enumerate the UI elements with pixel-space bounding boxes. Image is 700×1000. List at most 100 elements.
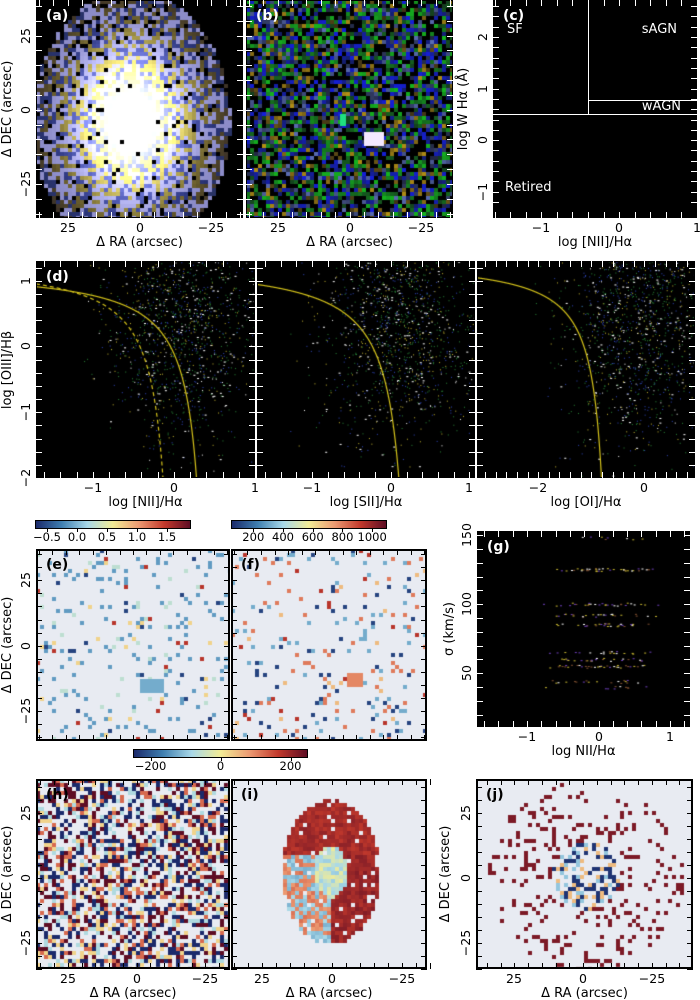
y-tick (687, 891, 693, 892)
y-tick (231, 956, 237, 957)
y-tick (36, 943, 42, 944)
y-tick (231, 917, 237, 918)
y-tick (447, 169, 453, 170)
x-tick (541, 212, 542, 218)
x-tick (290, 779, 291, 785)
x-tick (538, 472, 539, 478)
x-tick (624, 963, 625, 969)
x-tick (613, 472, 614, 478)
y-tick (689, 320, 695, 321)
y-tick (36, 904, 42, 905)
y-tick (477, 673, 483, 674)
y-tick (421, 813, 427, 814)
x-tick (137, 963, 138, 969)
y-tick (249, 294, 255, 295)
y-tick (224, 724, 230, 725)
x-tick (370, 735, 371, 741)
x-tick-label: 25 (506, 971, 522, 986)
y-tick (231, 891, 237, 892)
y-tick (691, 171, 697, 172)
x-tick (93, 472, 94, 478)
x-tick (421, 0, 422, 6)
region-label-sf: SF (507, 22, 523, 37)
y-tick (237, 110, 243, 111)
y-tick (237, 169, 243, 170)
region-label-wagn: wAGN (641, 99, 681, 114)
x-tick (487, 779, 488, 785)
y-tick (691, 6, 697, 7)
y-tick (231, 787, 237, 788)
x-tick (528, 963, 529, 969)
x-tick (288, 735, 289, 741)
x-tick (278, 0, 279, 6)
colorbar-tick (150, 758, 152, 761)
y-tick (691, 58, 697, 59)
x-tick (569, 963, 570, 969)
y-tick (231, 711, 237, 712)
x-tick (173, 549, 174, 555)
y-tick (249, 307, 255, 308)
y-tick (689, 307, 695, 308)
y-tick (477, 294, 483, 295)
x-tick (79, 549, 80, 555)
demarcation-line (587, 0, 589, 115)
panel-label: (f) (241, 557, 260, 573)
x-tick (424, 735, 425, 741)
panel-label: (c) (503, 8, 525, 24)
x-tick (676, 472, 677, 478)
y-tick (691, 140, 697, 141)
y-tick (493, 192, 499, 193)
x-tick (514, 963, 515, 969)
x-tick (599, 721, 600, 727)
y-tick (36, 139, 42, 140)
panel-label: (i) (241, 787, 259, 803)
x-tick (438, 261, 439, 267)
x-tick (304, 963, 305, 969)
x-tick (655, 472, 656, 478)
x-tick (684, 531, 685, 537)
x-tick (318, 963, 319, 969)
x-tick (292, 212, 293, 218)
x-tick (261, 735, 262, 741)
y-tick (687, 969, 693, 970)
x-tick-label: 1 (251, 480, 259, 495)
x-tick-label: −25 (407, 220, 435, 235)
x-tick (583, 779, 584, 785)
y-tick (476, 800, 482, 801)
y-tick (689, 346, 695, 347)
y-tick (231, 646, 237, 647)
x-tick (407, 261, 408, 267)
y-tick (421, 698, 427, 699)
x-tick (262, 963, 263, 969)
x-tick (634, 261, 635, 267)
x-tick (641, 721, 642, 727)
y-tick (469, 465, 475, 466)
colorbar-tick-label: 400 (272, 530, 294, 544)
y-tick (237, 95, 243, 96)
y-tick (249, 452, 255, 453)
y-tick (36, 580, 42, 581)
x-tick (581, 472, 582, 478)
y-tick (469, 333, 475, 334)
x-tick (656, 531, 657, 537)
x-tick (123, 779, 124, 785)
x-tick (206, 472, 207, 478)
y-tick (493, 6, 499, 7)
x-tick (120, 549, 121, 555)
x-tick (450, 0, 451, 6)
y-tick (249, 425, 255, 426)
colorbar-tick (342, 529, 344, 532)
x-tick (676, 261, 677, 267)
y-tick (257, 399, 263, 400)
x-tick (611, 963, 612, 969)
x-tick (613, 531, 614, 537)
y-tick (691, 202, 697, 203)
x-tick (318, 779, 319, 785)
colorbar-tick (107, 529, 108, 532)
x-tick (140, 0, 141, 6)
x-tick-label: −25 (197, 220, 225, 235)
y-tick (447, 184, 453, 185)
colorbar-tick (167, 529, 168, 532)
colorbar-tick-label: −200 (134, 759, 167, 773)
y-axis-label: Δ DEC (arcsec) (0, 825, 15, 923)
